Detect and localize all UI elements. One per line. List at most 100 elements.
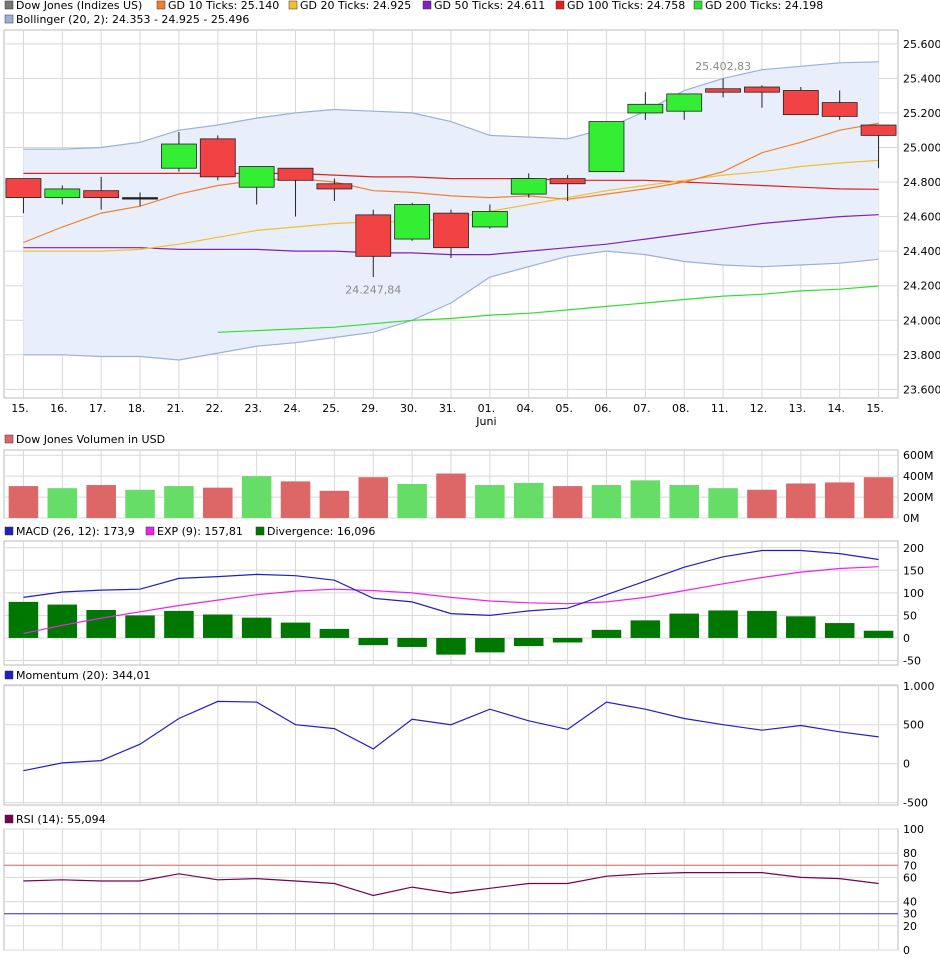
candle xyxy=(705,78,741,98)
candle-body xyxy=(238,166,275,188)
legend-swatch xyxy=(4,434,14,444)
x-tick-label: 25. xyxy=(322,402,340,415)
bollinger-lower-line xyxy=(23,250,879,361)
legend-label: Dow Jones (Indizes US) xyxy=(16,0,142,12)
x-tick-label: 08. xyxy=(672,402,690,415)
y-tick-label: 23.600 xyxy=(903,383,940,396)
x-month-label: Juni xyxy=(475,415,496,428)
y-tick-label: -50 xyxy=(903,654,921,667)
y-tick-label: 0M xyxy=(903,512,920,525)
candle xyxy=(5,178,42,214)
legend-label: MACD (26, 12): 173,9 xyxy=(16,525,135,538)
x-tick-label: 05. xyxy=(555,402,573,415)
volume-bar xyxy=(47,488,78,518)
legend-label: RSI (14): 55,094 xyxy=(16,813,106,826)
candle-body xyxy=(705,88,741,93)
candle xyxy=(122,192,158,207)
divergence-bar xyxy=(397,637,427,647)
divergence-bar xyxy=(669,613,699,638)
candle xyxy=(744,85,780,108)
candle-body xyxy=(44,188,81,198)
y-tick-label: 25.600 xyxy=(903,38,940,51)
divergence-bar xyxy=(241,617,272,638)
candle xyxy=(860,124,897,169)
legend-label: GD 10 Ticks: 25.140 xyxy=(168,0,279,12)
volume-bar xyxy=(708,488,738,518)
x-tick-label: 30. xyxy=(400,402,418,415)
legend-label: GD 200 Ticks: 24.198 xyxy=(705,0,823,12)
legend-label: Dow Jones Volumen in USD xyxy=(16,433,165,446)
candle xyxy=(549,175,586,202)
y-tick-label: 24.400 xyxy=(903,245,940,258)
y-tick-label: 150 xyxy=(903,564,924,577)
legend-swatch xyxy=(156,0,166,10)
y-tick-label: 25.200 xyxy=(903,107,940,120)
x-tick-label: 31. xyxy=(439,402,457,415)
candle xyxy=(355,209,392,278)
volume-bar xyxy=(630,480,661,518)
divergence-bar xyxy=(319,628,350,638)
y-tick-label: 24.800 xyxy=(903,176,940,189)
candle xyxy=(44,185,81,205)
gd200-line xyxy=(217,285,879,333)
candle-body xyxy=(122,197,158,200)
y-tick-label: 70 xyxy=(903,859,917,872)
y-tick-label: 50 xyxy=(903,609,917,622)
candle xyxy=(471,204,508,229)
x-tick-label: 15. xyxy=(11,402,29,415)
x-tick-label: 15. xyxy=(866,402,884,415)
divergence-bar xyxy=(824,623,855,638)
price-annotation: 24.247,84 xyxy=(345,283,401,296)
x-tick-label: 06. xyxy=(594,402,612,415)
volume-bar xyxy=(86,485,116,518)
x-tick-label: 04. xyxy=(517,402,535,415)
y-tick-label: 60 xyxy=(903,871,917,884)
volume-bar xyxy=(513,482,544,518)
divergence-bar xyxy=(358,637,389,646)
x-tick-label: 24. xyxy=(283,402,301,415)
volume-bar xyxy=(747,489,777,518)
divergence-bar xyxy=(513,637,544,647)
legend-label: GD 100 Ticks: 24.758 xyxy=(567,0,685,12)
volume-bar xyxy=(591,485,622,518)
y-tick-label: 100 xyxy=(903,587,924,600)
gd10-line xyxy=(23,122,879,244)
volume-bar xyxy=(280,481,311,518)
x-tick-label: 18. xyxy=(128,402,146,415)
legend-swatch xyxy=(693,0,703,10)
legend-swatch xyxy=(145,526,155,536)
divergence-bar xyxy=(203,614,233,638)
x-tick-label: 21. xyxy=(167,402,185,415)
y-tick-label: 400M xyxy=(903,470,934,483)
candle-body xyxy=(510,178,547,195)
x-tick-label: 16. xyxy=(50,402,68,415)
candle xyxy=(238,166,275,205)
legend-swatch xyxy=(422,0,432,10)
volume-bar xyxy=(125,489,155,518)
legend-swatch xyxy=(288,0,298,10)
x-tick-label: 11. xyxy=(711,402,729,415)
legend-swatch xyxy=(255,526,265,536)
candle xyxy=(627,92,664,120)
x-tick-label: 13. xyxy=(789,402,807,415)
x-tick-label: 29. xyxy=(361,402,379,415)
legend-swatch xyxy=(4,526,14,536)
divergence-bar xyxy=(164,610,194,638)
x-tick-label: 07. xyxy=(633,402,651,415)
divergence-bar xyxy=(552,637,583,643)
x-tick-label: 12. xyxy=(750,402,768,415)
volume-bar xyxy=(397,484,427,518)
candle-body xyxy=(471,211,508,228)
candle xyxy=(782,87,819,116)
candle-body xyxy=(5,178,42,198)
volume-bar xyxy=(203,487,233,518)
candle xyxy=(666,93,703,120)
y-tick-label: 25.000 xyxy=(903,141,940,154)
candle-body xyxy=(277,167,314,181)
legend-label: Momentum (20): 344,01 xyxy=(16,669,150,682)
legend-label: Divergence: 16,096 xyxy=(267,525,375,538)
y-tick-label: 1.000 xyxy=(903,680,935,693)
candle xyxy=(821,90,858,120)
divergence-bar xyxy=(747,610,777,638)
